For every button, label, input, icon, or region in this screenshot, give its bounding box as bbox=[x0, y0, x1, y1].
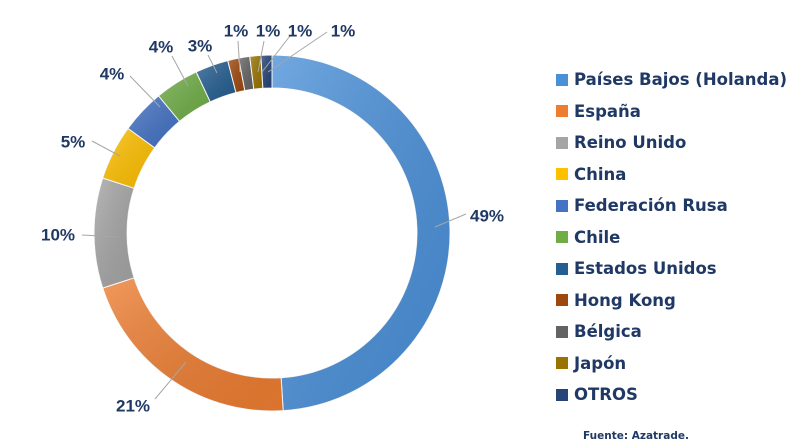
legend-item-otros: OTROS bbox=[556, 379, 787, 411]
slice-shade-reino-unido bbox=[93, 177, 135, 289]
leader-line-estados-unidos bbox=[207, 54, 218, 74]
legend-swatch bbox=[556, 199, 568, 212]
legend-item-espana: España bbox=[556, 96, 787, 128]
legend-label: España bbox=[574, 101, 641, 121]
legend-swatch bbox=[556, 357, 568, 370]
data-label-belgica: 1% bbox=[256, 21, 281, 40]
legend-label: Chile bbox=[574, 227, 621, 247]
legend-label: Bélgica bbox=[574, 322, 642, 342]
legend-swatch bbox=[556, 388, 568, 401]
slice-shade-chile bbox=[158, 71, 211, 122]
leader-line-belgica bbox=[257, 40, 265, 73]
data-label-espana: 21% bbox=[116, 396, 150, 415]
data-label-chile: 4% bbox=[149, 37, 174, 56]
data-label-japon: 1% bbox=[288, 21, 313, 40]
data-label-china: 5% bbox=[61, 132, 86, 151]
slice-shade-espana bbox=[102, 277, 284, 411]
legend-item-federacion-rusa: Federación Rusa bbox=[556, 190, 787, 222]
legend-swatch bbox=[556, 231, 568, 244]
donut-slices bbox=[93, 54, 451, 412]
data-label-paises-bajos-holanda: 49% bbox=[470, 206, 504, 225]
data-label-hong-kong: 1% bbox=[224, 21, 249, 40]
leader-line-espana bbox=[154, 361, 187, 400]
legend-item-paises-bajos-holanda: Países Bajos (Holanda) bbox=[556, 64, 787, 96]
leader-line-reino-unido bbox=[81, 234, 119, 238]
donut-chart: 49% 21% 10% 5% 4% 4% 3% 1% 1% 1% 1% bbox=[41, 21, 504, 415]
legend-label: Estados Unidos bbox=[574, 259, 717, 279]
legend-item-reino-unido: Reino Unido bbox=[556, 127, 787, 159]
slice-shade-china bbox=[102, 128, 155, 189]
leader-line-paises-bajos-holanda bbox=[434, 213, 467, 228]
slice-shade-belgica bbox=[238, 56, 254, 91]
leader-lines bbox=[81, 31, 467, 400]
leader-line-otros bbox=[267, 31, 328, 73]
data-label-estados-unidos: 3% bbox=[188, 36, 213, 55]
leader-line-chile bbox=[171, 55, 189, 87]
slice-shade-hong-kong bbox=[227, 58, 245, 93]
legend-label: China bbox=[574, 164, 627, 184]
legend-item-japon: Japón bbox=[556, 348, 787, 380]
legend-swatch bbox=[556, 325, 568, 338]
slice-shade-estados-unidos bbox=[196, 60, 236, 102]
legend: Países Bajos (Holanda) España Reino Unido C… bbox=[556, 64, 787, 411]
legend-item-china: China bbox=[556, 159, 787, 191]
data-label-otros: 1% bbox=[331, 21, 356, 40]
legend-swatch bbox=[556, 73, 568, 86]
data-labels: 49% 21% 10% 5% 4% 4% 3% 1% 1% 1% 1% bbox=[41, 21, 504, 415]
legend-item-belgica: Bélgica bbox=[556, 316, 787, 348]
data-label-reino-unido: 10% bbox=[41, 225, 75, 244]
legend-item-chile: Chile bbox=[556, 222, 787, 254]
slice-shade-federacion-rusa bbox=[127, 95, 180, 148]
leader-line-hong-kong bbox=[237, 40, 241, 73]
legend-label: Países Bajos (Holanda) bbox=[574, 70, 787, 90]
legend-label: OTROS bbox=[574, 385, 638, 405]
source-note: Fuente: Azatrade. bbox=[583, 430, 689, 442]
legend-swatch bbox=[556, 105, 568, 118]
leader-line-japon bbox=[261, 35, 291, 73]
legend-swatch bbox=[556, 168, 568, 181]
data-label-federacion-rusa: 4% bbox=[100, 64, 125, 83]
legend-label: Reino Unido bbox=[574, 133, 687, 153]
legend-label: Hong Kong bbox=[574, 290, 676, 310]
legend-label: Federación Rusa bbox=[574, 196, 728, 216]
legend-label: Japón bbox=[574, 353, 627, 373]
legend-swatch bbox=[556, 262, 568, 275]
legend-swatch bbox=[556, 294, 568, 307]
legend-item-hong-kong: Hong Kong bbox=[556, 285, 787, 317]
legend-item-estados-unidos: Estados Unidos bbox=[556, 253, 787, 285]
leader-line-federacion-rusa bbox=[129, 75, 161, 108]
leader-line-china bbox=[91, 140, 121, 157]
slice-shade-paises-bajos-holanda bbox=[272, 55, 450, 411]
legend-swatch bbox=[556, 136, 568, 149]
